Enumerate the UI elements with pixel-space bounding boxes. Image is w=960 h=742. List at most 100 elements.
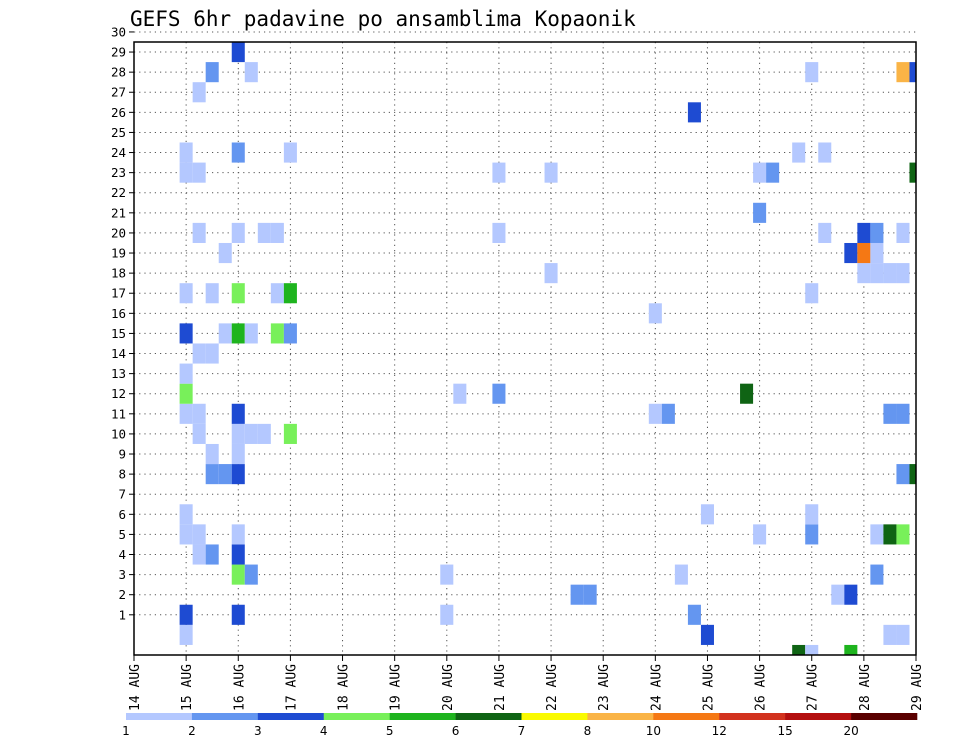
y-tick-label: 2 (118, 587, 126, 602)
data-cell (283, 323, 297, 344)
data-cell (205, 283, 219, 304)
data-cell (179, 323, 193, 344)
data-cell (753, 162, 767, 183)
data-cell (909, 162, 916, 183)
data-cell (440, 564, 454, 585)
x-tick-label: 14 AUG (128, 664, 143, 711)
data-cell (844, 242, 858, 264)
data-cell (192, 423, 206, 444)
y-tick-label: 16 (111, 306, 126, 321)
data-cell (870, 263, 884, 284)
data-cell (844, 644, 858, 655)
legend-swatch (191, 713, 259, 720)
data-cell (257, 222, 271, 243)
data-cell (570, 584, 584, 605)
data-cell (257, 423, 271, 444)
y-tick-label: 6 (118, 507, 126, 522)
data-cell (179, 142, 193, 163)
legend-swatch (521, 713, 588, 720)
y-tick-label: 7 (118, 487, 126, 502)
data-cell (857, 263, 871, 284)
data-cell (179, 624, 193, 645)
data-cell (244, 323, 258, 344)
data-cell (740, 383, 754, 404)
data-cell (648, 403, 662, 424)
data-cell (283, 283, 297, 304)
data-cell (896, 62, 910, 83)
legend-label: 5 (386, 724, 394, 738)
plot-frame (133, 41, 917, 656)
data-cell (231, 604, 245, 625)
data-cell (231, 283, 245, 304)
data-cell (205, 62, 219, 83)
data-cell (270, 222, 284, 243)
x-tick-label: 29 AUG (910, 664, 925, 711)
data-cell (244, 564, 258, 585)
legend-swatch (323, 713, 390, 720)
chart-title: GEFS 6hr padavine po ansamblima Kopaonik (130, 7, 636, 31)
legend-swatch (126, 713, 193, 720)
data-cell (753, 524, 767, 545)
data-cell (870, 242, 884, 264)
data-cell (831, 584, 845, 605)
data-cell (231, 564, 245, 585)
y-tick-label: 27 (111, 85, 126, 100)
data-cell (283, 142, 297, 163)
legend-label: 20 (843, 724, 858, 738)
data-cell (674, 564, 688, 585)
data-cell (544, 263, 558, 284)
data-cell (805, 644, 819, 655)
legend-label: 15 (778, 724, 793, 738)
data-cell (883, 263, 897, 284)
y-tick-label: 21 (111, 205, 126, 220)
data-cell (205, 544, 219, 565)
data-cell (870, 564, 884, 585)
x-tick-label: 16 AUG (232, 664, 247, 711)
data-cell (179, 283, 193, 304)
x-tick-label: 24 AUG (649, 664, 664, 711)
data-cell (883, 624, 897, 645)
data-cell (244, 62, 258, 83)
data-cell (896, 403, 910, 424)
x-tick-label: 20 AUG (441, 664, 456, 711)
data-cell (687, 604, 701, 625)
data-cell (231, 323, 245, 344)
data-cell (453, 383, 467, 404)
legend-swatch (851, 713, 918, 720)
legend-swatch (653, 713, 720, 720)
data-cell (192, 343, 206, 364)
y-tick-label: 5 (118, 527, 126, 542)
data-cell (270, 283, 284, 304)
legend-label: 1 (122, 724, 130, 738)
x-tick-label: 22 AUG (545, 664, 560, 711)
data-cell (844, 584, 858, 605)
legend-label: 8 (584, 724, 592, 738)
data-cell (883, 524, 897, 545)
y-tick-label: 1 (118, 607, 126, 622)
data-cell (231, 423, 245, 444)
y-tick-label: 3 (118, 567, 126, 582)
data-cell (492, 222, 506, 243)
y-tick-label: 26 (111, 105, 126, 120)
data-cell (805, 283, 819, 304)
x-tick-label: 21 AUG (493, 664, 508, 711)
data-cell (231, 464, 245, 485)
data-cell (857, 242, 871, 264)
data-cell (192, 162, 206, 183)
x-axis: 14 AUG 15 AUG 16 AUG 17 AUG 18 AUG 19 AUG 20 A… (128, 655, 925, 711)
y-tick-label: 4 (118, 547, 126, 562)
y-tick-label: 14 (111, 346, 126, 361)
y-tick-label: 28 (111, 65, 126, 80)
data-cell (218, 323, 232, 344)
data-cell (205, 443, 219, 465)
data-cell (231, 443, 245, 465)
y-tick-label: 11 (111, 406, 126, 421)
data-cell (205, 343, 219, 364)
x-tick-label: 17 AUG (284, 664, 299, 711)
data-cell (700, 504, 714, 525)
legend-swatch (455, 713, 522, 720)
y-tick-label: 29 (111, 45, 126, 60)
data-cell (179, 162, 193, 183)
data-cell (883, 403, 897, 424)
